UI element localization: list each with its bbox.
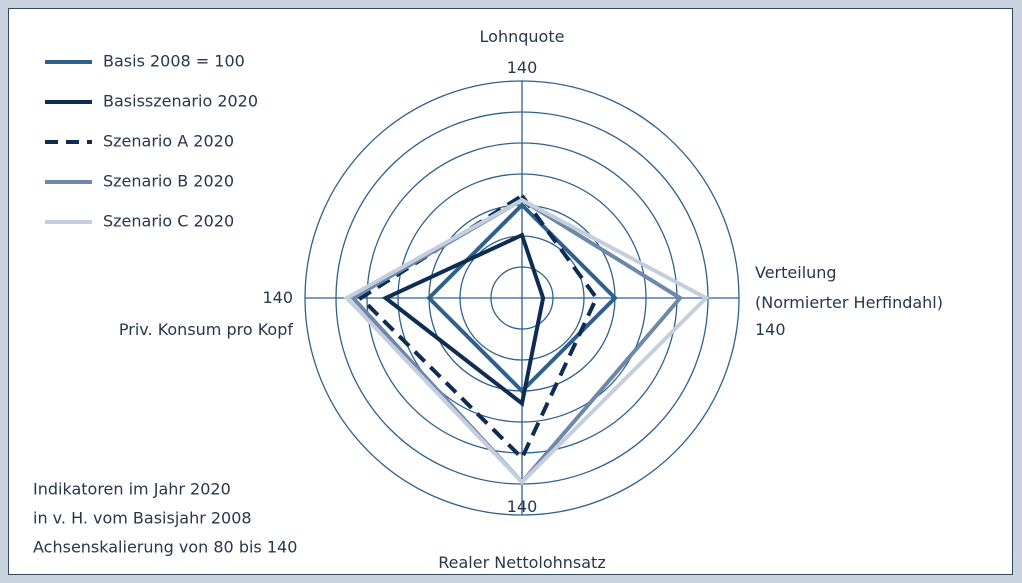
axis-tick-label: 140 [506,58,538,77]
legend-label: Szenario C 2020 [103,212,234,231]
axis-tick-label: 140 [262,288,293,307]
axis-tick-label: 140 [755,320,786,339]
legend-label: Szenario A 2020 [103,132,234,151]
series-polygon [343,197,710,485]
axis-label: Lohnquote [479,27,565,46]
legend-label: Szenario B 2020 [103,172,234,191]
note: Achsenskalierung von 80 bis 140 [33,538,297,557]
series-polygon [381,232,546,407]
series-polygon [357,193,599,462]
legend-label: Basis 2008 = 100 [103,52,245,71]
panel [8,8,1013,575]
axis-label: Verteilung (Normierter Herfindahl) [755,263,943,312]
series-polygon [426,202,618,394]
legend-label: Basisszenario 2020 [103,92,258,111]
axis-label: Priv. Konsum pro Kopf [118,320,293,339]
axis-label: Realer Nettolohnsatz [438,553,606,572]
note: in v. H. vom Basisjahr 2008 [33,509,252,528]
axis-tick-label: 140 [506,497,538,516]
note: Indikatoren im Jahr 2020 [33,480,231,499]
